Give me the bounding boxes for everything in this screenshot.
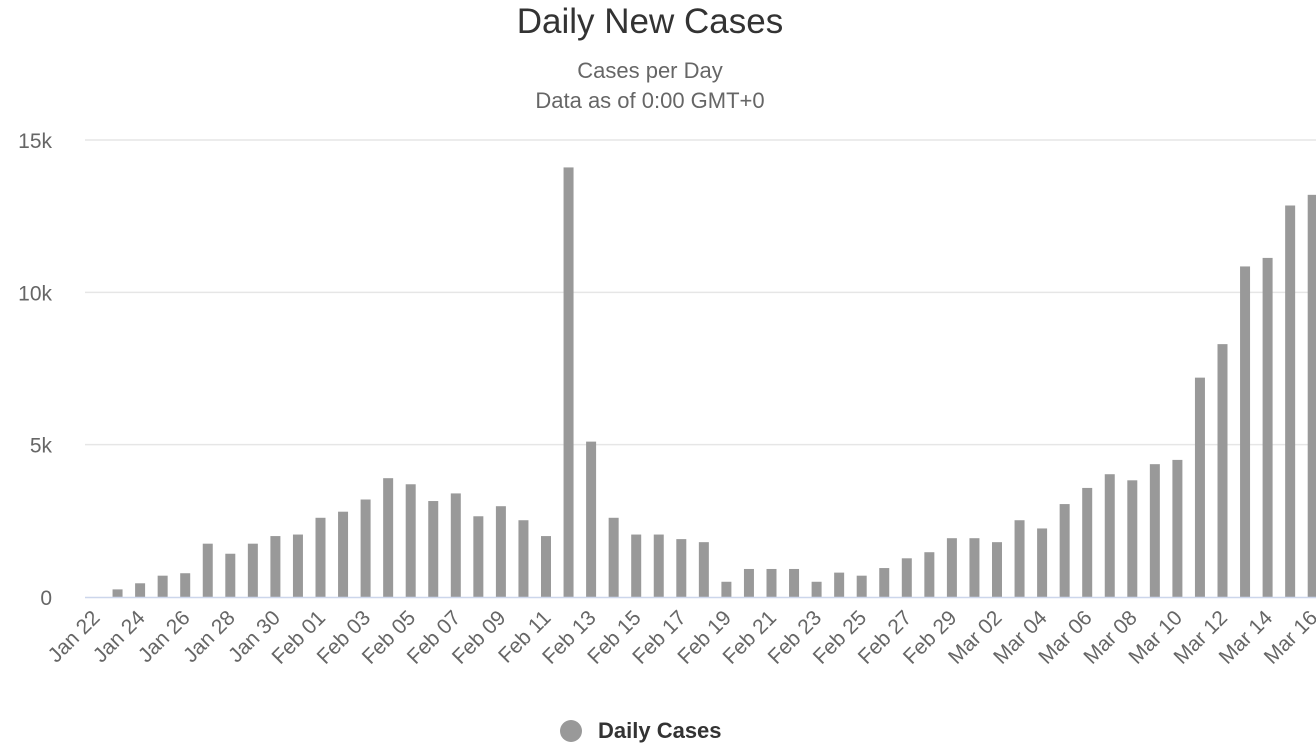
bar-jan-24[interactable] [135, 583, 146, 597]
bar-mar-04[interactable] [1037, 528, 1048, 597]
y-tick-label: 5k [30, 435, 53, 458]
bar-mar-02[interactable] [992, 542, 1002, 597]
bar-mar-11[interactable] [1194, 377, 1205, 597]
bar-feb-25[interactable] [856, 575, 867, 597]
bar-feb-27[interactable] [901, 558, 912, 597]
bar-jan-29[interactable] [247, 543, 258, 597]
bar-feb-20[interactable] [743, 568, 754, 597]
y-tick-label: 10k [18, 282, 52, 305]
legend-label-daily-cases: Daily Cases [598, 718, 722, 743]
legend-marker-icon [560, 720, 582, 742]
bar-feb-29[interactable] [946, 538, 957, 597]
bar-feb-08[interactable] [473, 516, 484, 597]
chart-title: Daily New Cases [516, 2, 784, 41]
bar-feb-04[interactable] [383, 478, 394, 597]
chart-legend[interactable]: Daily Cases [560, 718, 722, 744]
bar-feb-26[interactable] [879, 568, 890, 597]
bar-jan-23[interactable] [112, 589, 123, 597]
bar-feb-17[interactable] [676, 539, 687, 597]
bar-feb-28[interactable] [924, 552, 935, 597]
bar-mar-07[interactable] [1104, 474, 1115, 597]
bar-feb-21[interactable] [766, 568, 777, 597]
bar-feb-07[interactable] [450, 493, 461, 597]
bar-feb-19[interactable] [721, 581, 732, 597]
bar-mar-09[interactable] [1149, 464, 1160, 597]
bar-feb-14[interactable] [608, 517, 619, 597]
bar-mar-14[interactable] [1262, 257, 1273, 597]
bar-mar-05[interactable] [1059, 504, 1070, 597]
bar-jan-27[interactable] [202, 543, 213, 597]
bar-feb-13[interactable] [586, 441, 597, 597]
bar-mar-06[interactable] [1082, 487, 1093, 597]
bar-feb-15[interactable] [631, 534, 642, 597]
bar-series-daily-cases [112, 167, 1316, 598]
bar-feb-05[interactable] [405, 484, 416, 597]
y-tick-label: 0 [40, 587, 52, 610]
bar-feb-18[interactable] [698, 542, 709, 597]
y-gridlines [85, 139, 1316, 446]
bar-feb-12[interactable] [563, 167, 574, 598]
bar-feb-11[interactable] [541, 536, 551, 597]
chart-subtitle-line-2: Data as of 0:00 GMT+0 [535, 88, 765, 113]
bar-feb-09[interactable] [495, 506, 506, 597]
bar-mar-13[interactable] [1240, 266, 1251, 597]
bar-mar-16[interactable] [1307, 194, 1316, 597]
bar-mar-03[interactable] [1014, 520, 1025, 597]
bar-mar-12[interactable] [1217, 344, 1228, 597]
chart-subtitle-line-1: Cases per Day [577, 58, 723, 83]
bar-jan-26[interactable] [180, 573, 191, 597]
bar-feb-10[interactable] [518, 520, 529, 597]
y-axis-tick-labels: 0 5k 10k 15k [18, 130, 52, 610]
bar-mar-15[interactable] [1285, 205, 1296, 597]
bar-mar-10[interactable] [1172, 459, 1183, 597]
y-tick-label: 15k [18, 130, 52, 153]
bar-jan-25[interactable] [157, 575, 168, 597]
bar-feb-24[interactable] [834, 572, 845, 597]
bar-jan-31[interactable] [292, 534, 303, 597]
bar-feb-01[interactable] [315, 517, 326, 597]
bar-mar-01[interactable] [969, 538, 980, 597]
bar-jan-30[interactable] [270, 536, 281, 597]
bar-feb-23[interactable] [811, 581, 822, 597]
bar-feb-02[interactable] [338, 511, 349, 597]
bar-feb-06[interactable] [428, 501, 439, 597]
bar-feb-16[interactable] [653, 534, 664, 597]
bar-feb-03[interactable] [360, 499, 371, 597]
bar-mar-08[interactable] [1127, 480, 1138, 597]
bar-feb-22[interactable] [789, 568, 800, 597]
bar-jan-28[interactable] [225, 553, 236, 597]
